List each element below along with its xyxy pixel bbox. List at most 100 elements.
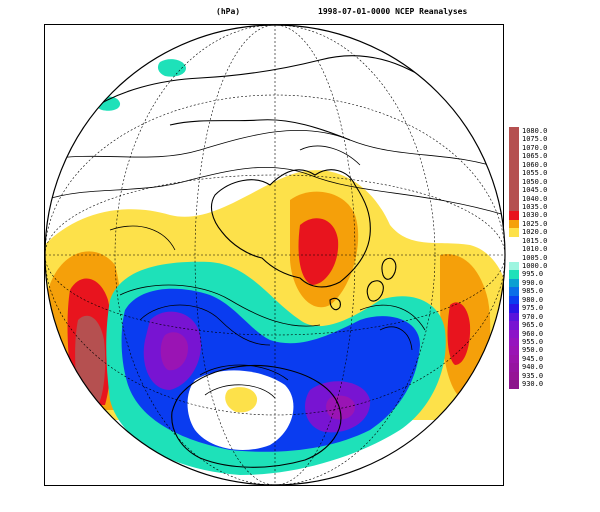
legend-swatch: [509, 169, 519, 178]
legend-label: 1040.0: [522, 194, 548, 203]
legend-row: 1005.0: [509, 253, 567, 262]
legend-label: 1060.0: [522, 160, 548, 169]
legend-row: 955.0: [509, 337, 567, 347]
legend-row: 990.0: [509, 278, 567, 288]
indonesia-coast: [169, 119, 351, 141]
legend-label: 1070.0: [522, 143, 548, 152]
legend-label: 1010.0: [522, 245, 548, 254]
legend-swatch: [509, 143, 519, 153]
legend-label: 960.0: [522, 329, 544, 338]
legend-label: 1015.0: [522, 236, 548, 245]
tasmania-coast: [329, 297, 341, 311]
low-center-west: [160, 332, 188, 371]
legend-swatch: [509, 371, 519, 381]
low-center-east: [326, 395, 356, 420]
legend-row: 1065.0: [509, 152, 567, 161]
legend-swatch: [509, 287, 519, 296]
legend-row: 1080.0: [509, 127, 567, 136]
legend-swatch: [509, 245, 519, 254]
legend-swatch: [509, 295, 519, 305]
legend-label: 930.0: [522, 380, 544, 389]
legend-swatch: [509, 354, 519, 364]
legend-label: 1025.0: [522, 219, 548, 228]
legend-row: 950.0: [509, 346, 567, 355]
legend-row: 1010.0: [509, 245, 567, 254]
legend-swatch: [509, 363, 519, 372]
legend-row: 1075.0: [509, 135, 567, 144]
legend-swatch: [509, 127, 519, 136]
legend-label: 940.0: [522, 363, 544, 372]
new-zealand-south-coast: [366, 280, 384, 302]
legend-row: 930.0: [509, 380, 567, 389]
legend-row: 1015.0: [509, 236, 567, 246]
legend-swatch: [509, 135, 519, 144]
legend-label: 945.0: [522, 354, 544, 363]
legend-row: 1040.0: [509, 194, 567, 203]
legend-label: 995.0: [522, 270, 544, 279]
legend-label: 1005.0: [522, 253, 548, 262]
legend-label: 1000.0: [522, 262, 548, 270]
legend-label: 980.0: [522, 295, 544, 304]
legend-swatch: [509, 304, 519, 313]
legend-swatch: [509, 278, 519, 288]
legend-row: 1035.0: [509, 202, 567, 212]
australia-coast: [210, 169, 371, 288]
legend-swatch: [509, 219, 519, 229]
figure-title: 1998-07-01-0000 NCEP Reanalyses: [318, 7, 468, 16]
new-zealand-north-coast: [381, 257, 397, 280]
legend-label: 955.0: [522, 337, 544, 346]
legend-label: 1075.0: [522, 135, 548, 144]
legend-swatch: [509, 346, 519, 355]
legend-swatch: [509, 177, 519, 187]
legend-swatch: [509, 329, 519, 338]
legend-row: 1025.0: [509, 219, 567, 229]
legend-label: 935.0: [522, 371, 544, 380]
legend-swatch: [509, 321, 519, 330]
legend-label: 990.0: [522, 278, 544, 287]
legend-label: 1050.0: [522, 177, 548, 186]
legend-label: 970.0: [522, 312, 544, 321]
legend-label: 965.0: [522, 321, 544, 330]
legend-label: 950.0: [522, 346, 544, 355]
legend-label: 1065.0: [522, 152, 548, 161]
legend-row: 1055.0: [509, 169, 567, 178]
legend-row: 1045.0: [509, 186, 567, 195]
legend-row: 1000.0: [509, 262, 567, 271]
legend-row: 985.0: [509, 287, 567, 296]
legend-swatch: [509, 160, 519, 170]
units-label: (hPa): [216, 7, 241, 16]
legend-swatch: [509, 337, 519, 347]
graticule: [45, 25, 505, 485]
legend-row: 980.0: [509, 295, 567, 305]
legend-row: 945.0: [509, 354, 567, 364]
legend-swatch: [509, 211, 519, 220]
antarctic-high-center: [225, 387, 258, 413]
legend-swatch: [509, 186, 519, 195]
legend-swatch: [509, 270, 519, 279]
antarctica-coast: [171, 365, 342, 468]
legend-row: 995.0: [509, 270, 567, 279]
high-center-australia: [298, 218, 339, 285]
legend-row: 1020.0: [509, 228, 567, 237]
low-patch-northwest: [95, 96, 121, 111]
legend-row: 1050.0: [509, 177, 567, 187]
legend-swatch: [509, 194, 519, 203]
pressure-field: [45, 25, 505, 485]
legend-swatch: [509, 228, 519, 237]
legend-swatch: [509, 152, 519, 161]
legend-swatch: [509, 253, 519, 262]
legend-label: 1035.0: [522, 202, 548, 211]
high-center-east: [447, 302, 471, 365]
legend-row: 1060.0: [509, 160, 567, 170]
low-patch-north: [157, 59, 186, 77]
legend-row: 940.0: [509, 363, 567, 372]
legend-swatch: [509, 236, 519, 246]
legend-row: 965.0: [509, 321, 567, 330]
legend-swatch: [509, 312, 519, 322]
legend-swatch: [509, 380, 519, 389]
legend-label: 1030.0: [522, 211, 548, 220]
globe-outline: [44, 24, 506, 486]
legend-swatch: [509, 202, 519, 212]
legend-row: 970.0: [509, 312, 567, 322]
